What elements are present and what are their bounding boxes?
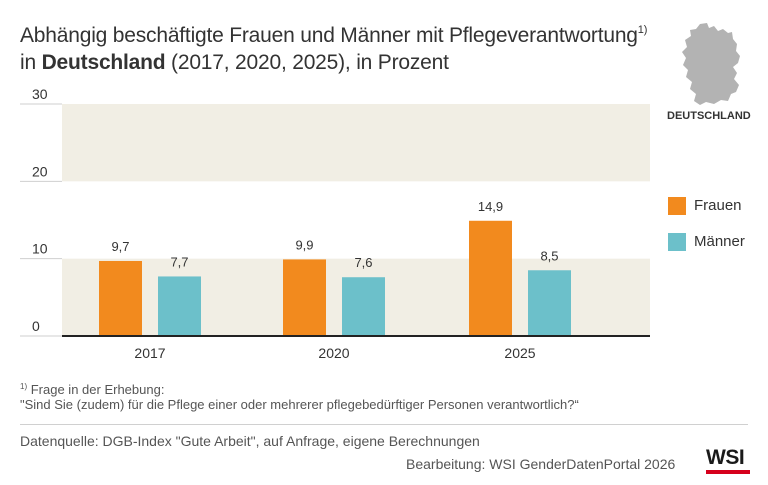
legend-swatch-maenner xyxy=(668,233,686,251)
footnote-marker: 1) xyxy=(20,382,28,391)
wsi-logo-bar xyxy=(706,470,750,474)
data-label-frauen-2017: 9,7 xyxy=(111,239,129,254)
title-line-1: Abhängig beschäftigte Frauen und Männer … xyxy=(20,24,648,47)
legend-label-maenner: Männer xyxy=(694,233,745,250)
divider xyxy=(20,424,748,425)
data-label-frauen-2025: 14,9 xyxy=(478,199,503,214)
map-label: DEUTSCHLAND xyxy=(667,110,751,122)
y-tick-label: 0 xyxy=(32,318,40,334)
bar-frauen-2025 xyxy=(469,220,512,336)
data-label-männer-2025: 8,5 xyxy=(540,248,558,263)
legend-swatch-frauen xyxy=(668,197,686,215)
title-footnote-marker: 1) xyxy=(637,24,648,36)
bar-chart: 0 10 20 30 9,7 7,7 9,9 7,6 14,9 8,5 2017 2020 2025 xyxy=(20,86,650,361)
wsi-logo-text: WSI xyxy=(706,446,745,469)
x-tick-label-2017: 2017 xyxy=(134,345,165,361)
wsi-logo: WSI xyxy=(706,447,750,475)
bar-frauen-2020 xyxy=(283,259,326,336)
y-tick-label: 20 xyxy=(32,163,48,179)
y-axis: 0 10 20 30 xyxy=(32,86,48,334)
source-note: Datenquelle: DGB-Index "Gute Arbeit", au… xyxy=(20,433,480,449)
bar-männer-2017 xyxy=(158,276,201,336)
title-line-2: in Deutschland (2017, 2020, 2025), in Pr… xyxy=(20,51,449,74)
credit-note: Bearbeitung: WSI GenderDatenPortal 2026 xyxy=(406,456,676,472)
legend-label-frauen: Frauen xyxy=(694,197,742,214)
bar-frauen-2017 xyxy=(99,260,142,336)
x-tick-label-2025: 2025 xyxy=(504,345,535,361)
title-region: Deutschland xyxy=(41,51,166,74)
x-tick-label-2020: 2020 xyxy=(318,345,349,361)
bar-männer-2025 xyxy=(528,270,571,336)
footnote-line-2: "Sind Sie (zudem) für die Pflege einer o… xyxy=(20,397,579,412)
footnote-line-1: 1) Frage in der Erhebung: xyxy=(20,382,165,397)
gridlines xyxy=(20,103,62,337)
bar-männer-2020 xyxy=(342,277,385,336)
y-tick-label: 30 xyxy=(32,86,48,102)
data-label-männer-2017: 7,7 xyxy=(170,254,188,269)
y-tick-label: 10 xyxy=(32,241,48,257)
data-label-frauen-2020: 9,9 xyxy=(295,237,313,252)
germany-map-icon xyxy=(682,23,740,105)
band-20-30 xyxy=(62,104,650,182)
x-axis: 2017 2020 2025 xyxy=(62,335,650,361)
data-label-männer-2020: 7,6 xyxy=(354,255,372,270)
chart-title: Abhängig beschäftigte Frauen und Männer … xyxy=(20,17,647,76)
bars: 9,7 7,7 9,9 7,6 14,9 8,5 xyxy=(99,199,571,336)
